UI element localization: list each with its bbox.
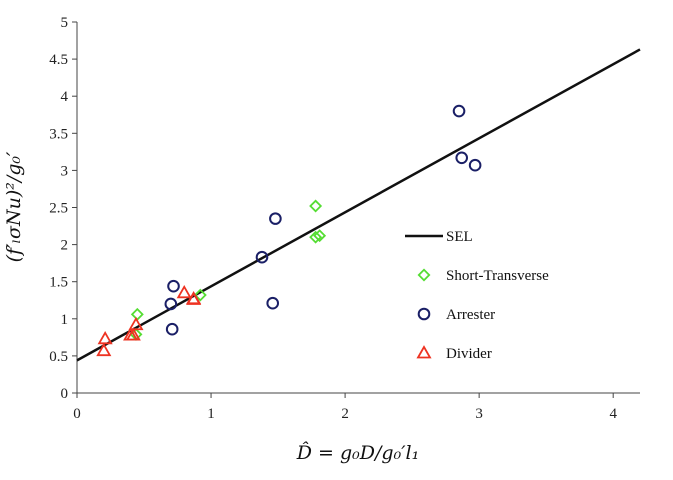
arrester-point [468,158,482,172]
legend-divider-swatch [416,345,432,359]
divider-point [186,291,202,305]
y-tick-label: 1.5 [49,275,68,291]
y-tick-label: 4.5 [49,52,68,68]
y-axis-title: (f′ₗσNu)²/g₀′ [3,151,25,262]
legend-divider-label: Divider [446,346,492,362]
short-transverse-point [309,230,323,244]
short-transverse-point [309,199,323,213]
y-tick-label: 2 [61,238,69,254]
arrester-point [165,322,179,336]
y-tick-label: 3.5 [49,126,68,142]
y-tick-label: 3 [61,163,69,179]
divider-point [123,327,139,341]
short-transverse-point [193,288,207,302]
divider-point [97,331,113,345]
arrester-point [255,250,269,264]
arrester-point [266,296,280,310]
divider-point [96,342,112,357]
divider-point [176,285,192,299]
y-tick-label: 0 [61,386,69,402]
y-tick-label: 1 [61,312,69,328]
x-tick-label: 1 [207,406,215,422]
arrester-point [167,279,180,293]
arrester-point [452,104,466,118]
y-tick-label: 2.5 [49,201,68,217]
legend-arrester-label: Arrester [446,307,495,323]
y-tick-label: 5 [61,15,69,31]
x-tick-label: 3 [475,406,483,422]
x-tick-label: 2 [341,406,349,422]
y-tick-label: 4 [61,89,69,105]
legend-arrester-swatch [417,307,431,321]
short-transverse-point [313,229,327,243]
arrester-point [455,151,469,165]
legend-short-transverse-label: Short-Transverse [446,268,549,284]
arrester-point [164,297,178,311]
divider-point [128,316,144,331]
legend-sel-label: SEL [446,229,473,245]
x-tick-label: 0 [73,406,81,422]
arrester-point [269,212,282,225]
x-tick-label: 4 [609,406,617,422]
y-tick-label: 0.5 [49,349,68,365]
legend-short-transverse-swatch [417,268,431,282]
legend: SEL Short-Transverse Arrester Divider [405,229,549,362]
ticks: 0 0.5 1 1.5 2 2.5 3 3.5 4 4.5 5 0 1 2 3 4 [49,15,617,422]
x-axis-title: D̂ = g₀D/g₀′l₁ [296,442,419,464]
data-series [76,48,641,362]
